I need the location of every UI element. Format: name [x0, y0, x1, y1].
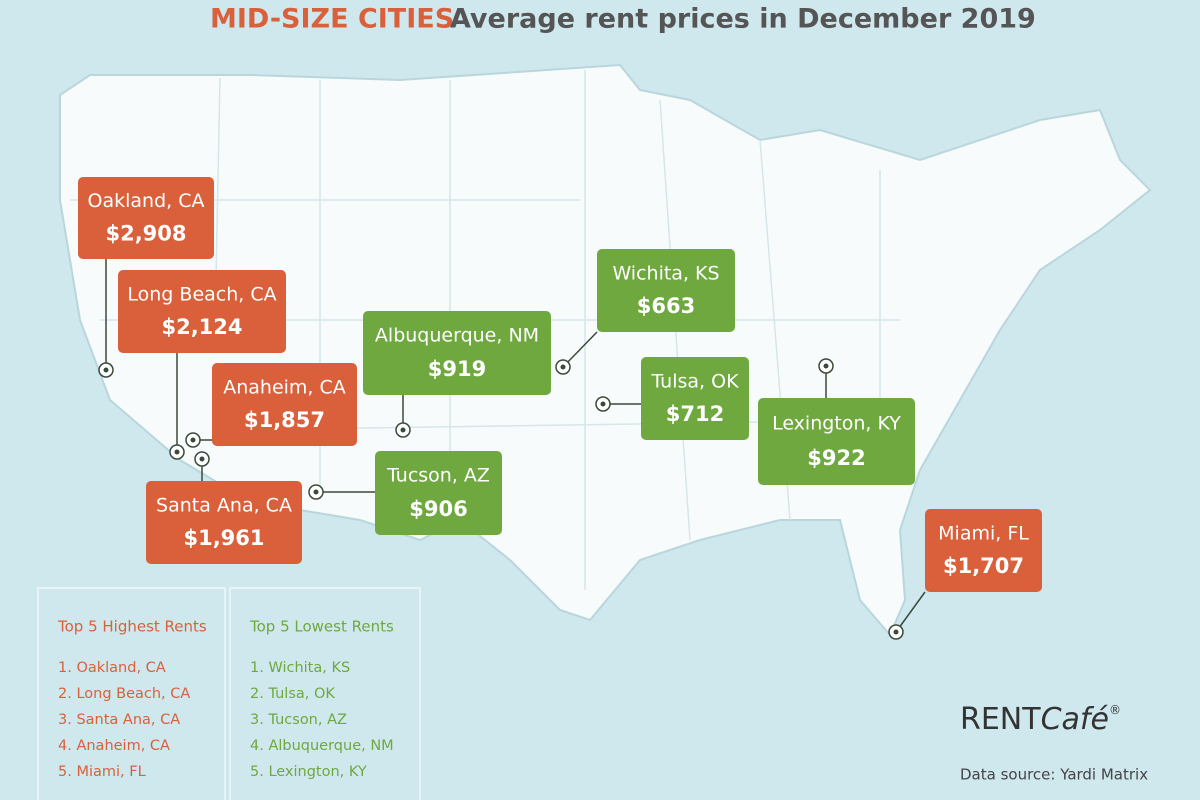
city-name: Long Beach, CA	[127, 283, 276, 305]
pin-dot	[600, 401, 606, 407]
leader-line	[895, 591, 926, 633]
list-item: 4. Anaheim, CA	[58, 738, 170, 754]
pin-dot	[400, 427, 406, 433]
callout-box	[758, 398, 915, 485]
city-rent: $906	[409, 497, 467, 521]
list-title: Top 5 Highest Rents	[57, 618, 207, 636]
callouts: Oakland, CA $2,908 Long Beach, CA $2,124 Ana…	[78, 177, 1042, 640]
list-item: 1. Wichita, KS	[250, 660, 350, 676]
list-item: 2. Long Beach, CA	[58, 686, 190, 702]
list-item: 2. Tulsa, OK	[250, 686, 335, 702]
list-item: 5. Miami, FL	[58, 764, 146, 780]
title: Average rent prices in December 2019	[450, 4, 1036, 35]
pin-dot	[893, 629, 899, 635]
list-item: 5. Lexington, KY	[250, 764, 367, 780]
pin-dot	[313, 489, 319, 495]
list-item: 3. Santa Ana, CA	[58, 712, 180, 728]
city-name: Santa Ana, CA	[156, 494, 292, 516]
list-item: 3. Tucson, AZ	[250, 712, 347, 728]
brand-rent: RENT	[960, 702, 1041, 737]
list-item: 1. Oakland, CA	[58, 660, 166, 676]
city-name: Lexington, KY	[772, 413, 901, 435]
brand-cafe: Café	[1041, 702, 1109, 737]
list-title: Top 5 Lowest Rents	[249, 618, 394, 636]
city-rent: $2,908	[105, 221, 186, 245]
callout-box	[78, 177, 214, 259]
source: Data source: Yardi Matrix	[960, 766, 1148, 784]
title-highlight: MID-SIZE CITIES	[210, 4, 454, 35]
callout-box	[641, 357, 749, 440]
callout-box	[375, 451, 502, 535]
city-name: Albuquerque, NM	[375, 325, 539, 347]
callout-box	[212, 363, 357, 446]
city-rent: $1,961	[183, 526, 264, 550]
city-rent: $919	[428, 357, 486, 381]
city-rent: $1,707	[943, 554, 1024, 578]
legend-panel	[229, 587, 421, 800]
lists: Top 5 Highest Rents 1. Oakland, CA 2. Long…	[57, 618, 394, 781]
list-item: 4. Albuquerque, NM	[250, 738, 394, 754]
city-name: Tulsa, OK	[650, 370, 739, 392]
city-rent: $2,124	[161, 315, 242, 339]
city-name: Tucson, AZ	[386, 465, 490, 487]
city-name: Miami, FL	[938, 522, 1029, 544]
city-rent: $922	[807, 446, 865, 470]
city-name: Oakland, CA	[88, 190, 205, 212]
city-name: Wichita, KS	[612, 262, 719, 284]
city-name: Anaheim, CA	[223, 376, 346, 398]
leader-line	[562, 331, 598, 368]
pin-dot	[823, 363, 829, 369]
pin-dot	[190, 437, 196, 443]
city-rent: $1,857	[244, 408, 325, 432]
callout-box	[925, 509, 1042, 592]
brand-mark: ®	[1109, 703, 1121, 717]
callout-box	[363, 311, 551, 395]
city-rent: $712	[666, 402, 724, 426]
city-rent: $663	[637, 294, 695, 318]
callout-box	[597, 249, 735, 332]
legend-panel	[37, 587, 226, 800]
pin-dot	[174, 449, 180, 455]
pin-dot	[199, 456, 205, 462]
callout-box	[118, 270, 286, 353]
callout-box	[146, 481, 302, 564]
brand: RENTCafé®	[960, 702, 1121, 737]
pin-dot	[103, 367, 109, 373]
pin-dot	[560, 364, 566, 370]
